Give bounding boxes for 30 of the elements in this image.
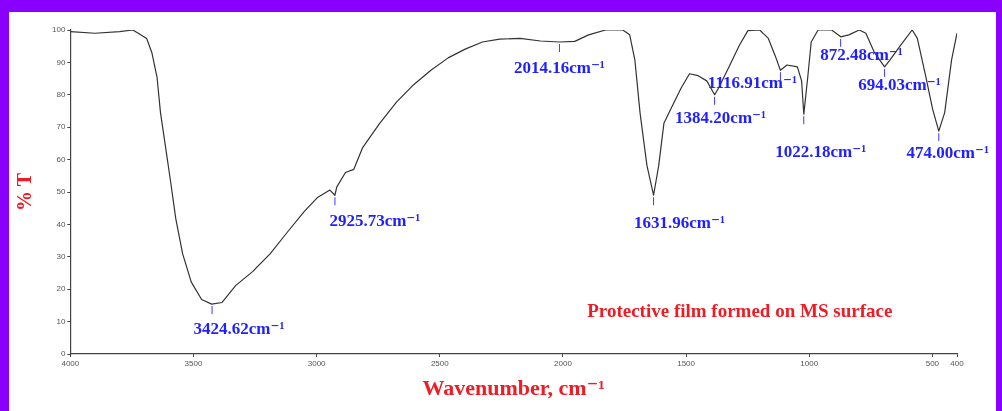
y-axis-title: % T — [13, 172, 36, 211]
x-axis-title: Wavenumber, cm⁻¹ — [422, 375, 605, 401]
x-tick-label: 400 — [950, 359, 965, 368]
x-tick-label: 4000 — [61, 359, 80, 368]
annotation: 2925.73cm⁻¹ — [329, 210, 421, 230]
y-tick-label: 40 — [56, 219, 66, 229]
annotation: 1022.18cm⁻¹ — [775, 141, 867, 161]
y-tick-label: 10 — [56, 316, 66, 326]
y-tick-label: 100 — [51, 25, 66, 35]
x-tick-label: 2500 — [430, 359, 450, 368]
annotation: 1631.96cm⁻¹ — [634, 212, 726, 232]
x-tick-label: 500 — [925, 359, 940, 368]
y-tick-label: 80 — [56, 90, 66, 99]
annotation: Protective film formed on MS surface — [587, 299, 893, 321]
annotation: 3424.62cm⁻¹ — [193, 319, 285, 339]
y-tick-label: 20 — [56, 284, 66, 294]
x-tick-label: 1000 — [800, 359, 819, 368]
x-tick-label: 3500 — [184, 359, 203, 368]
y-tick-label: 0 — [60, 349, 66, 359]
annotation: 2014.16cm⁻¹ — [513, 58, 605, 78]
y-tick-label: 50 — [56, 187, 66, 197]
x-tick-label: 1500 — [677, 359, 696, 368]
y-tick-label: 30 — [56, 252, 66, 261]
y-tick-label: 70 — [56, 122, 66, 132]
x-tick-label: 3000 — [307, 359, 327, 368]
annotation: 1384.20cm⁻¹ — [675, 108, 767, 128]
y-tick-label: 60 — [56, 154, 66, 164]
y-tick-label: 90 — [56, 57, 66, 67]
annotation: 474.00cm⁻¹ — [906, 143, 990, 163]
x-tick-label: 2000 — [554, 359, 573, 368]
